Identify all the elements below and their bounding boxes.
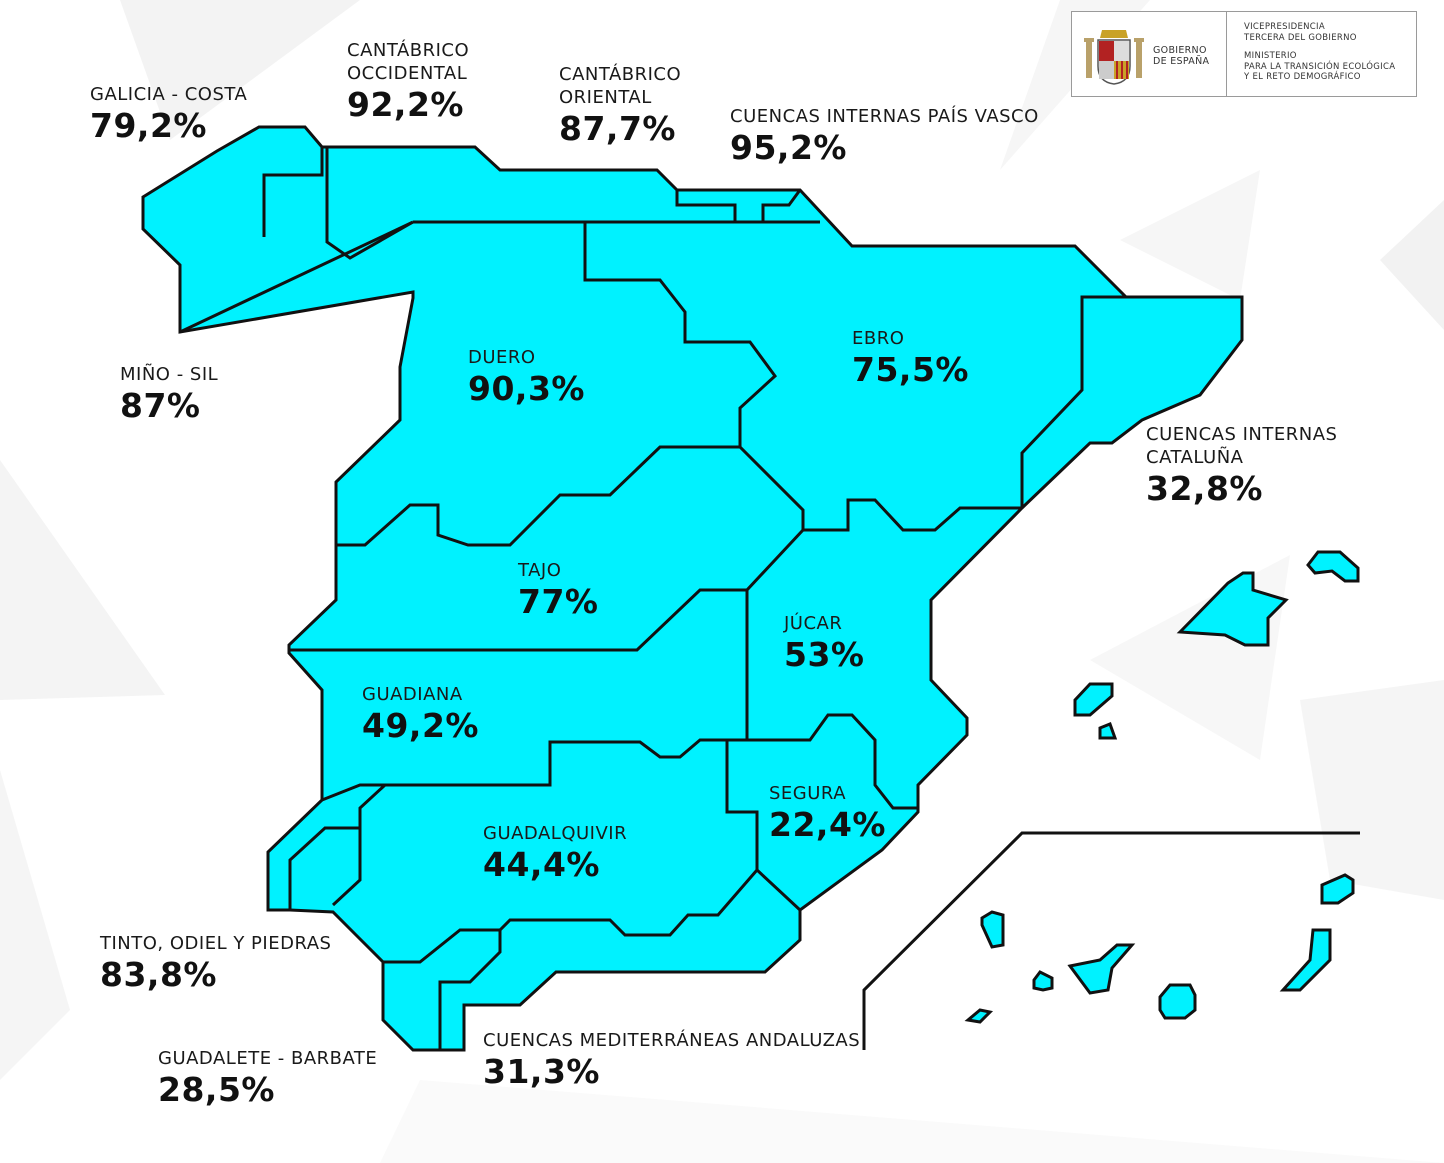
basin-name: CUENCAS MEDITERRÁNEAS ANDALUZAS [483,1030,861,1051]
mainland-spain-outline [141,125,1244,1052]
basin-value: 92,2% [347,85,464,124]
basin-label-guadalquivir: GUADALQUIVIR 44,4% [483,822,627,885]
basin-name: CANTÁBRICO OCCIDENTAL [347,40,470,84]
basin-value: 75,5% [852,350,969,389]
government-logo: GOBIERNO DE ESPAÑA VICEPRESIDENCIA TERCE… [1071,11,1417,97]
basin-value: 87% [120,386,201,425]
basin-name: CANTÁBRICO ORIENTAL [559,64,682,108]
basin-value: 79,2% [90,106,207,145]
basin-label-duero: DUERO 90,3% [468,346,585,409]
ministry-name: MINISTERIO PARA LA TRANSICIÓN ECOLÓGICA … [1244,51,1396,82]
basin-value: 77% [518,582,599,621]
basin-value: 22,4% [769,805,886,844]
basin-value: 44,4% [483,845,600,884]
basin-name: GUADIANA [362,684,463,705]
government-emblem-block: GOBIERNO DE ESPAÑA [1072,12,1227,96]
basin-name: CUENCAS INTERNAS PAÍS VASCO [730,106,1039,127]
coat-of-arms-icon [1084,30,1144,85]
basin-name: GUADALQUIVIR [483,823,628,844]
basin-value: 83,8% [100,955,217,994]
basin-label-guadalete-barbate: GUADALETE - BARBATE 28,5% [158,1047,377,1110]
basin-dividers [179,147,1126,1050]
basin-label-jucar: JÚCAR 53% [784,612,865,675]
basin-label-tajo: TAJO 77% [518,559,599,622]
basin-value: 87,7% [559,109,676,148]
basin-label-guadiana: GUADIANA 49,2% [362,683,479,746]
balearic-islands [1073,550,1360,740]
government-name: GOBIERNO DE ESPAÑA [1153,45,1210,67]
basin-label-cantabrico-oriental: CANTÁBRICO ORIENTAL 87,7% [559,63,681,149]
basin-name: TAJO [518,560,562,581]
basin-label-mino-sil: MIÑO - SIL 87% [120,363,218,426]
basin-name: SEGURA [769,783,847,804]
basin-name: GALICIA - COSTA [90,84,248,105]
basin-value: 32,8% [1146,469,1263,508]
basin-name: EBRO [852,328,905,349]
canary-islands [964,873,1355,1024]
basin-label-mediterraneas-andaluzas: CUENCAS MEDITERRÁNEAS ANDALUZAS 31,3% [483,1029,860,1092]
basin-label-cantabrico-occidental: CANTÁBRICO OCCIDENTAL 92,2% [347,39,469,125]
vicepresidency-name: VICEPRESIDENCIA TERCERA DEL GOBIERNO [1244,22,1357,43]
basin-value: 95,2% [730,128,847,167]
basin-name: GUADALETE - BARBATE [158,1048,378,1069]
basin-name: CUENCAS INTERNAS CATALUÑA [1146,424,1338,468]
basin-value: 28,5% [158,1070,275,1109]
basin-value: 53% [784,635,865,674]
basin-name: DUERO [468,347,536,368]
basin-name: JÚCAR [784,613,843,634]
basin-label-galicia-costa: GALICIA - COSTA 79,2% [90,83,247,146]
canary-inset-border [862,831,1360,1050]
basin-name: TINTO, ODIEL Y PIEDRAS [100,933,332,954]
basin-value: 31,3% [483,1052,600,1091]
basin-value: 90,3% [468,369,585,408]
basin-label-pais-vasco: CUENCAS INTERNAS PAÍS VASCO 95,2% [730,105,1039,168]
basin-label-cataluna: CUENCAS INTERNAS CATALUÑA 32,8% [1146,423,1337,509]
basin-label-tinto-odiel: TINTO, ODIEL Y PIEDRAS 83,8% [100,932,331,995]
basin-value: 49,2% [362,706,479,745]
basin-label-ebro: EBRO 75,5% [852,327,969,390]
basin-label-segura: SEGURA 22,4% [769,782,886,845]
basin-name: MIÑO - SIL [120,364,219,385]
